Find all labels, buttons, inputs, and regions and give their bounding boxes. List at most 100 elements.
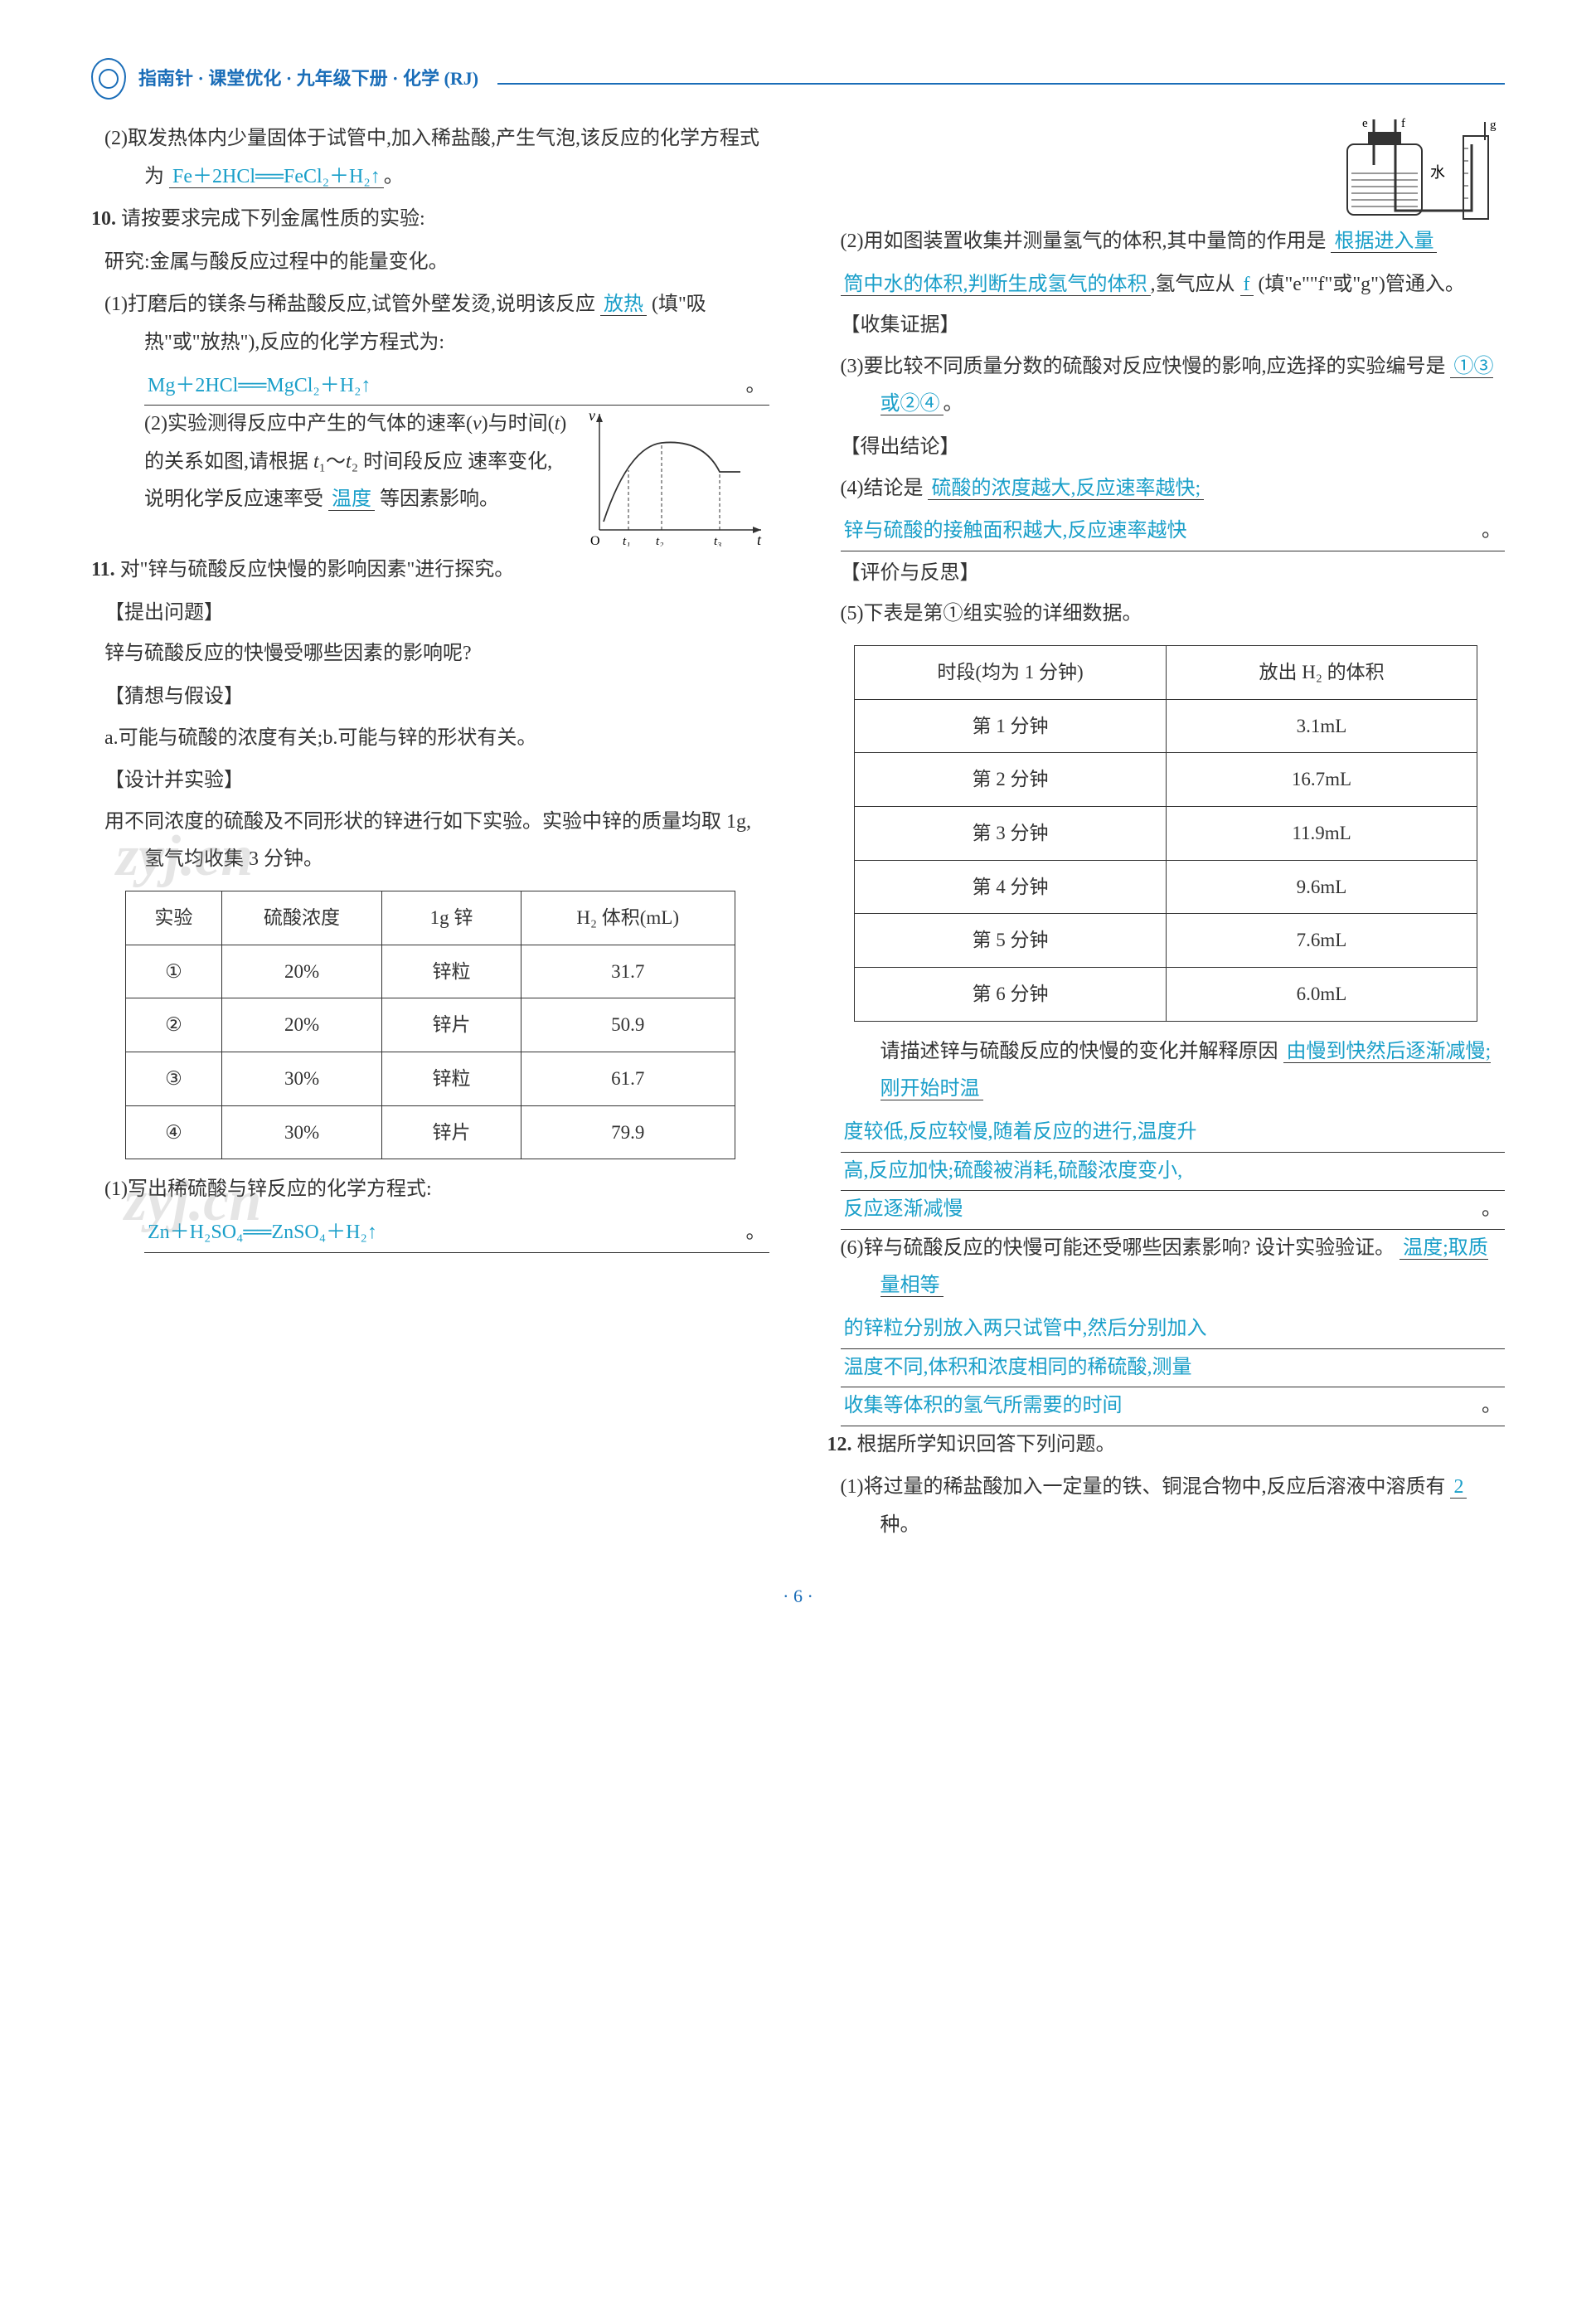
table-cell: 第 1 分钟 [855, 699, 1167, 753]
q10-1: (1)打磨后的镁条与稀盐酸反应,试管外壁发烫,说明该反应 放热 (填"吸热"或"… [91, 286, 769, 362]
q10-1-end: 。 [746, 367, 766, 406]
q11-1-ans: Zn＋H₂SO₄══ZnSO₄＋H₂↑ [148, 1222, 377, 1243]
q10-number: 10. [91, 208, 121, 230]
q11-s1-title: 【提出问题】 [91, 595, 769, 633]
q11-4: (4)结论是 硫酸的浓度越大,反应速率越快; [827, 470, 1506, 508]
table-row: ①20%锌粒31.7 [125, 945, 735, 998]
q10-1-ans: 放热 [600, 294, 647, 316]
q12-1: (1)将过量的稀盐酸加入一定量的铁、铜混合物中,反应后溶液中溶质有 2 种。 [827, 1469, 1506, 1544]
q11-6-ans4: 收集等体积的氢气所需要的时间。 [841, 1387, 1506, 1426]
q11-5-ans3-t: 高,反应加快;硫酸被消耗,硫酸浓度变小, [844, 1160, 1183, 1182]
q11-5-ans4-t: 反应逐渐减慢 [844, 1198, 963, 1220]
q10-2-wrap: v t O t₁ t₂ t₃ (2)实验测得反应中产生的气体的速率(v)与时间(… [91, 406, 769, 546]
table-row: 第 6 分钟6.0mL [855, 968, 1477, 1022]
q9-2-end: 。 [384, 166, 404, 187]
table-experiments: 实验 硫酸浓度 1g 锌 H₂ 体积(mL) ①20%锌粒31.7 ②20%锌片… [125, 891, 735, 1159]
q11-s1-text: 锌与硫酸反应的快慢受哪些因素的影响呢? [91, 635, 769, 673]
table-header: 1g 锌 [382, 891, 521, 945]
q10-1-a: (1)打磨后的镁条与稀盐酸反应,试管外壁发烫,说明该反应 [104, 294, 595, 315]
q11-1-eq-line: Zn＋H₂SO₄══ZnSO₄＋H₂↑ 。 [91, 1214, 769, 1253]
table-row: 第 2 分钟16.7mL [855, 753, 1477, 807]
table-row: 时段(均为 1 分钟) 放出 H₂ 的体积 [855, 645, 1477, 699]
q11-6-ans2: 的锌粒分别放入两只试管中,然后分别加入 [841, 1310, 1506, 1349]
q11-stem: 11. 对"锌与硫酸反应快慢的影响因素"进行探究。 [91, 551, 769, 590]
table-cell: 第 2 分钟 [855, 753, 1167, 807]
table-row: 第 4 分钟9.6mL [855, 860, 1477, 914]
svg-text:O: O [590, 534, 600, 546]
table-row: ③30%锌粒61.7 [125, 1052, 735, 1105]
left-column: (2)取发热体内少量固体于试管中,加入稀盐酸,产生气泡,该反应的化学方程式为 F… [91, 120, 769, 1549]
q11-s3-title: 【设计并实验】 [91, 762, 769, 800]
table-cell: 锌片 [382, 1105, 521, 1159]
table-cell: 第 4 分钟 [855, 860, 1167, 914]
svg-text:g: g [1490, 119, 1497, 132]
q11-4-a: (4)结论是 [841, 478, 924, 499]
svg-text:t: t [757, 532, 762, 546]
q11-5-text: (5)下表是第①组实验的详细数据。 [827, 595, 1506, 634]
q11-6-ans2-t: 的锌粒分别放入两只试管中,然后分别加入 [844, 1318, 1207, 1339]
svg-text:t₁: t₁ [623, 535, 630, 546]
q11-1-end: 。 [746, 1214, 766, 1252]
table-header: 时段(均为 1 分钟) [855, 645, 1167, 699]
q10-1-eq-line: Mg＋2HCl══MgCl₂＋H₂↑ 。 [91, 367, 769, 406]
svg-text:t₂: t₂ [656, 535, 663, 546]
q11-2-b: ,氢气应从 [1151, 274, 1235, 295]
q9-2-text: (2)取发热体内少量固体于试管中,加入稀盐酸,产生气泡,该反应的化学方程式为 F… [91, 120, 769, 196]
velocity-time-curve: v t O t₁ t₂ t₃ [579, 406, 769, 546]
table-timedata: 时段(均为 1 分钟) 放出 H₂ 的体积 第 1 分钟3.1mL 第 2 分钟… [854, 645, 1477, 1022]
table-row: 第 3 分钟11.9mL [855, 807, 1477, 861]
breadcrumb: 指南针 · 课堂优化 · 九年级下册 · 化学 (RJ) [138, 61, 478, 96]
table-cell: 20% [221, 998, 381, 1052]
q12-stem: 12. 根据所学知识回答下列问题。 [827, 1426, 1506, 1465]
q12-1-b: 种。 [880, 1514, 920, 1536]
q11-5-desc-t: 请描述锌与硫酸反应的快慢的变化并解释原因 [880, 1041, 1278, 1062]
table-cell: 30% [221, 1105, 381, 1159]
q11-2-ans-b: 筒中水的体积,判断生成氢气的体积 [844, 274, 1147, 295]
q11-5-ans3: 高,反应加快;硫酸被消耗,硫酸浓度变小, [841, 1153, 1506, 1192]
q11-s2-title: 【猜想与假设】 [91, 678, 769, 717]
q11-5-desc: 请描述锌与硫酸反应的快慢的变化并解释原因 由慢到快然后逐渐减慢;刚开始时温 [827, 1033, 1506, 1109]
q11-s2-text: a.可能与硫酸的浓度有关;b.可能与锌的形状有关。 [91, 720, 769, 758]
page-header: 指南针 · 课堂优化 · 九年级下册 · 化学 (RJ) [91, 58, 1505, 100]
table-cell: 第 6 分钟 [855, 968, 1167, 1022]
q11-5-ans4: 反应逐渐减慢。 [841, 1191, 1506, 1230]
table-cell: 3.1mL [1166, 699, 1477, 753]
table-header: 硫酸浓度 [221, 891, 381, 945]
table-cell: 50.9 [521, 998, 735, 1052]
q11-2-wrap: e f 水 g (2 [827, 120, 1506, 261]
q11-s3-text: 用不同浓度的硫酸及不同形状的锌进行如下实验。实验中锌的质量均取 1g,氢气均收集… [91, 804, 769, 879]
q11-2-line2: 筒中水的体积,判断生成氢气的体积,氢气应从 f (填"e""f"或"g")管通入… [827, 266, 1506, 304]
svg-text:e: e [1362, 117, 1368, 130]
q11-2-c: (填"e""f"或"g")管通入。 [1259, 274, 1465, 295]
q10-research: 研究:金属与酸反应过程中的能量变化。 [91, 244, 769, 282]
table-row: ②20%锌片50.9 [125, 998, 735, 1052]
q11-4-end: 。 [1482, 512, 1501, 551]
q12-text: 根据所学知识回答下列问题。 [857, 1434, 1116, 1455]
q11-s6-title: 【评价与反思】 [827, 555, 1506, 593]
table-cell: 9.6mL [1166, 860, 1477, 914]
q11-6-lines: 的锌粒分别放入两只试管中,然后分别加入 温度不同,体积和浓度相同的稀硫酸,测量 … [827, 1310, 1506, 1426]
q11-1-eq: Zn＋H₂SO₄══ZnSO₄＋H₂↑ 。 [144, 1214, 769, 1253]
q11-4-ans-b: 锌与硫酸的接触面积越大,反应速率越快 [844, 520, 1187, 542]
q12-1-a: (1)将过量的稀盐酸加入一定量的铁、铜混合物中,反应后溶液中溶质有 [841, 1476, 1446, 1498]
q9-2-answer: Fe＋2HCl══FeCl₂＋H₂↑ [169, 166, 384, 188]
q11-5-ans2: 度较低,反应较慢,随着反应的进行,温度升 [841, 1114, 1506, 1153]
table-cell: 61.7 [521, 1052, 735, 1105]
table-cell: ③ [125, 1052, 221, 1105]
q11-3-end: 。 [944, 393, 963, 415]
table-cell: 锌粒 [382, 945, 521, 998]
svg-text:f: f [1401, 117, 1405, 130]
q11-6-a: (6)锌与硫酸反应的快慢可能还受哪些因素影响? 设计实验验证。 [841, 1237, 1395, 1259]
table-row: ④30%锌片79.9 [125, 1105, 735, 1159]
table-row: 第 5 分钟7.6mL [855, 914, 1477, 968]
table-cell: 11.9mL [1166, 807, 1477, 861]
right-column: e f 水 g (2 [827, 120, 1506, 1549]
q11-2-ans-a: 根据进入量 [1331, 231, 1437, 253]
q11-4-line2: 锌与硫酸的接触面积越大,反应速率越快 。 [827, 512, 1506, 551]
q11-6-end: 。 [1482, 1387, 1501, 1426]
q10-1-eq-ans: Mg＋2HCl══MgCl₂＋H₂↑ [148, 375, 371, 396]
table-cell: 30% [221, 1052, 381, 1105]
table-cell: 20% [221, 945, 381, 998]
table-cell: 第 5 分钟 [855, 914, 1167, 968]
table-header: 实验 [125, 891, 221, 945]
